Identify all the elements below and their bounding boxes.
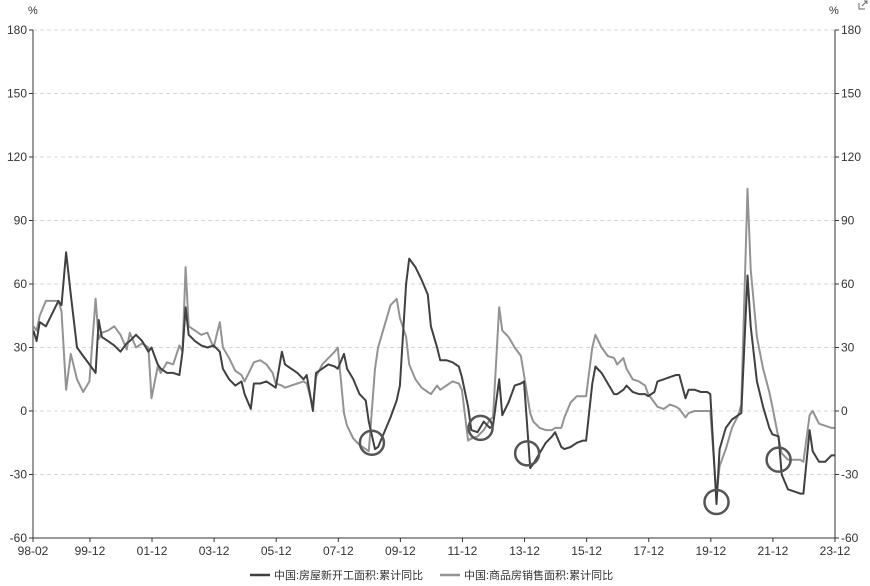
highlight-circle (358, 429, 386, 456)
y-tick-label-left: -30 (10, 468, 28, 482)
legend-label-series-1: 中国:房屋新开工面积:累计同比 (274, 568, 423, 582)
x-tick-label: 15-12 (571, 544, 602, 558)
left-axis-unit: % (28, 5, 38, 17)
y-tick-label-left: 60 (14, 277, 28, 291)
y-tick-label-left: -60 (10, 531, 28, 545)
x-tick-label: 19-12 (695, 544, 726, 558)
y-tick-label-right: 0 (841, 404, 848, 418)
y-tick-label-left: 180 (7, 23, 27, 37)
x-tick-label: 23-12 (820, 544, 851, 558)
highlight-circle (513, 440, 541, 467)
y-tick-label-right: 60 (841, 277, 855, 291)
highlight-circle (467, 414, 494, 442)
highlight-circle (765, 446, 792, 473)
y-tick-label-left: 30 (14, 341, 28, 355)
right-axis-unit: % (829, 5, 839, 17)
y-tick-label-right: 90 (841, 214, 855, 228)
x-tick-label: 98-02 (18, 544, 49, 558)
x-tick-label: 13-12 (509, 544, 540, 558)
x-tick-label: 99-12 (75, 544, 106, 558)
y-tick-label-left: 0 (20, 404, 27, 418)
x-tick-label: 21-12 (758, 544, 789, 558)
axes (29, 29, 839, 542)
x-tick-label: 17-12 (633, 544, 664, 558)
x-tick-label: 03-12 (199, 544, 230, 558)
tick-labels: 180 180 150 150 120 120 90 90 60 60 30 30 0 0 -30 -30 -6… (7, 23, 861, 558)
x-tick-label: 09-12 (385, 544, 416, 558)
y-tick-label-right: -60 (841, 531, 859, 545)
grid-lines (33, 29, 835, 475)
annotation-circles (358, 414, 792, 516)
y-tick-label-right: 180 (841, 23, 861, 37)
series-line-1 (32, 251, 835, 506)
highlight-circle (703, 488, 730, 516)
series-line-2 (32, 187, 835, 497)
series-lines (32, 187, 835, 506)
x-tick-label: 01-12 (137, 544, 168, 558)
legend: 中国:房屋新开工面积:累计同比 中国:商品房销售面积:累计同比 (250, 568, 613, 582)
y-tick-label-left: 120 (7, 150, 27, 164)
legend-label-series-2: 中国:商品房销售面积:累计同比 (464, 568, 613, 582)
y-tick-label-right: 120 (841, 150, 861, 164)
x-tick-label: 07-12 (323, 544, 354, 558)
expand-icon[interactable] (858, 0, 868, 10)
y-tick-label-right: 150 (841, 87, 861, 101)
y-tick-label-left: 90 (14, 214, 28, 228)
x-tick-label: 11-12 (448, 544, 478, 558)
y-tick-label-right: -30 (841, 468, 859, 482)
y-tick-label-left: 150 (7, 87, 27, 101)
y-tick-label-right: 30 (841, 341, 855, 355)
x-tick-label: 05-12 (261, 544, 292, 558)
